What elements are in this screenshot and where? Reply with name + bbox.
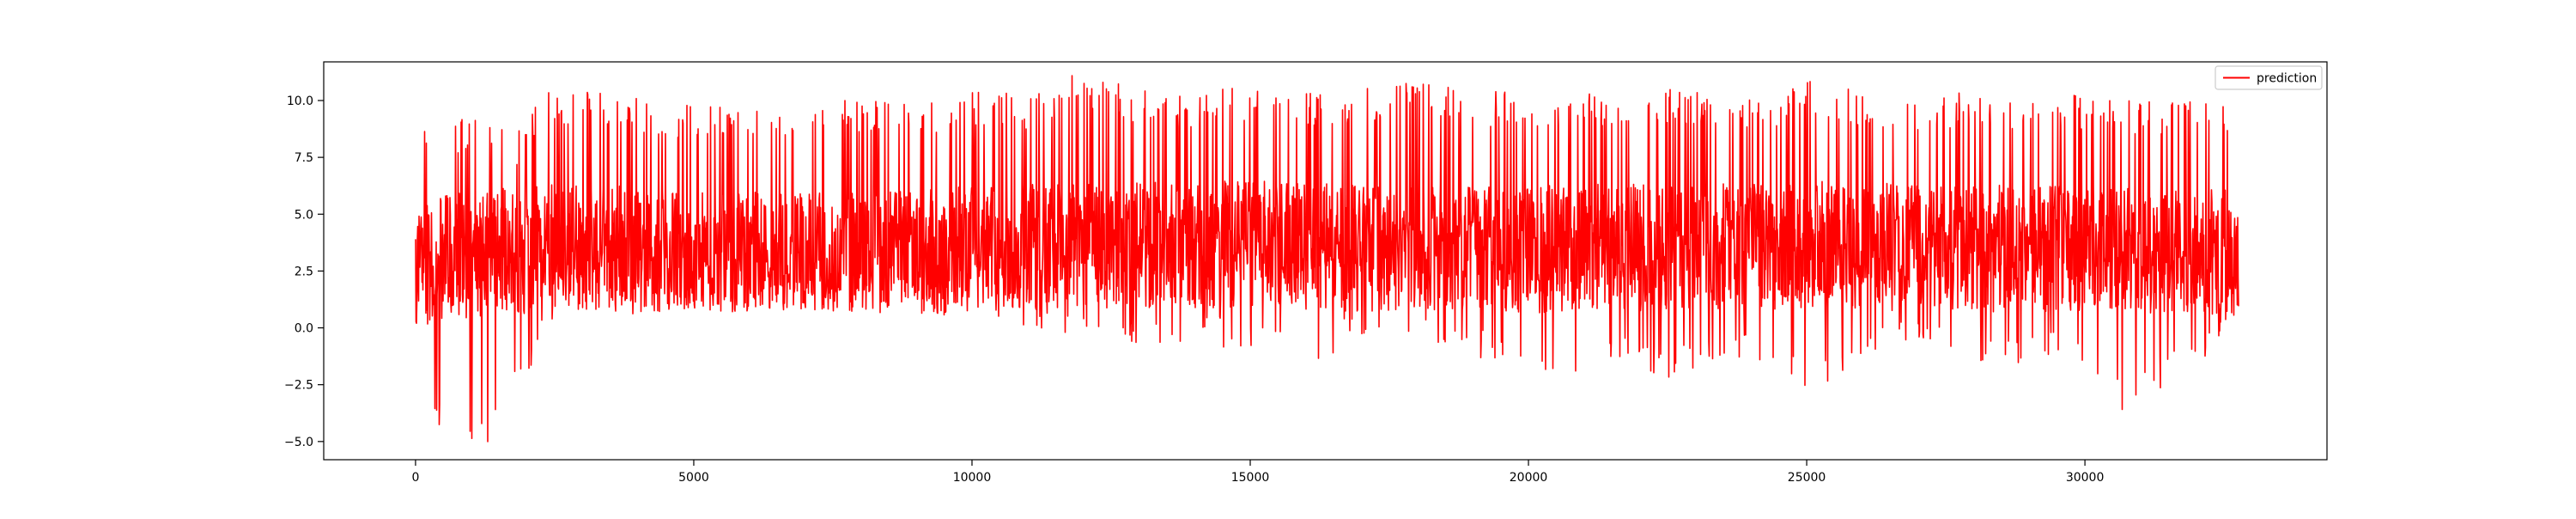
y-tick-label: 0.0 — [295, 322, 313, 336]
series-layer — [415, 75, 2239, 443]
y-tick-label: −5.0 — [284, 436, 313, 449]
x-tick-label: 10000 — [953, 471, 992, 485]
x-tick-label: 0 — [411, 471, 419, 485]
legend-frame — [2215, 65, 2323, 90]
series-line-prediction — [415, 75, 2239, 443]
x-tick-label: 15000 — [1231, 471, 1270, 485]
legend: prediction — [2215, 65, 2323, 90]
axes-layer: 0 5000 10000 15000 20000 25000 30000 −5.0 −2.5 0.… — [284, 61, 2328, 485]
plot-frame — [323, 61, 2328, 461]
x-tick-label: 25000 — [1788, 471, 1826, 485]
x-tick-label: 20000 — [1510, 471, 1548, 485]
y-tick-label: −2.5 — [284, 379, 313, 393]
legend-label-prediction: prediction — [2257, 72, 2317, 86]
x-tick-label: 5000 — [678, 471, 709, 485]
y-tick-label: 7.5 — [295, 151, 313, 165]
y-tick-label: 5.0 — [295, 208, 313, 222]
x-tick-label: 30000 — [2066, 471, 2105, 485]
y-tick-label: 10.0 — [287, 95, 313, 108]
y-tick-label: 2.5 — [295, 265, 313, 278]
